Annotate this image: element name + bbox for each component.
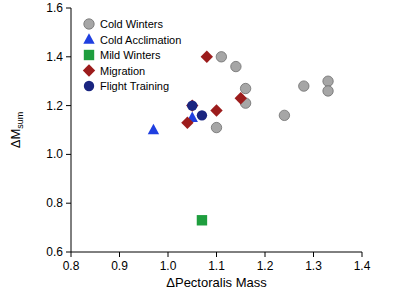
y-axis: [71, 8, 72, 252]
x-tick: [216, 252, 217, 257]
point: [181, 116, 193, 128]
x-tick-label: 1.1: [208, 259, 225, 273]
x-tick: [362, 252, 363, 257]
y-tick: [66, 252, 71, 253]
legend-marker: [84, 81, 94, 91]
y-tick-label: 1.6: [46, 1, 63, 15]
point: [279, 110, 289, 120]
point: [240, 83, 250, 93]
x-tick-label: 1.0: [160, 259, 177, 273]
legend-marker: [84, 50, 94, 60]
legend-label: Mild Winters: [100, 49, 161, 61]
point: [211, 122, 221, 132]
x-axis-label: ΔPectoralis Mass: [166, 275, 267, 290]
points: [148, 51, 333, 226]
legend-label: Flight Training: [100, 80, 169, 92]
x-tick-label: 1.4: [354, 259, 371, 273]
point: [323, 86, 333, 96]
x-tick-label: 0.8: [63, 259, 80, 273]
y-tick: [66, 56, 71, 57]
point: [210, 104, 222, 116]
legend-label: Cold Acclimation: [100, 34, 181, 46]
y-tick: [66, 105, 71, 106]
x-tick: [168, 252, 169, 257]
point: [323, 76, 333, 86]
point: [201, 51, 213, 63]
x-tick: [265, 252, 266, 257]
point: [197, 215, 207, 225]
x-tick: [119, 252, 120, 257]
legend: Cold Winters Cold Acclimation Mild Winters…: [83, 18, 182, 92]
x-tick-label: 1.2: [257, 259, 274, 273]
point: [187, 100, 197, 110]
point: [216, 52, 226, 62]
y-tick-label: 1.4: [46, 50, 63, 64]
x-tick-label: 0.9: [111, 259, 128, 273]
legend-marker: [83, 33, 94, 43]
point: [235, 92, 247, 104]
point: [197, 110, 207, 120]
y-tick: [66, 203, 71, 204]
y-tick-label: 1.2: [46, 99, 63, 113]
legend-marker: [83, 64, 95, 76]
point: [231, 61, 241, 71]
legend-label: Cold Winters: [100, 18, 163, 30]
y-tick-label: 0.6: [46, 245, 63, 259]
x-tick-label: 1.3: [305, 259, 322, 273]
y-tick-label: 0.8: [46, 196, 63, 210]
legend-marker: [84, 19, 94, 29]
legend-label: Migration: [100, 65, 145, 77]
point: [299, 81, 309, 91]
y-tick-label: 1.0: [46, 147, 63, 161]
y-tick: [66, 8, 71, 9]
y-tick: [66, 154, 71, 155]
y-axis-label: ΔMsum: [8, 112, 25, 149]
point: [148, 124, 159, 134]
point: [186, 99, 198, 111]
x-tick: [71, 252, 72, 257]
x-tick: [313, 252, 314, 257]
chart: 0.80.91.01.11.21.31.40.60.81.01.21.41.6Δ…: [0, 0, 400, 292]
